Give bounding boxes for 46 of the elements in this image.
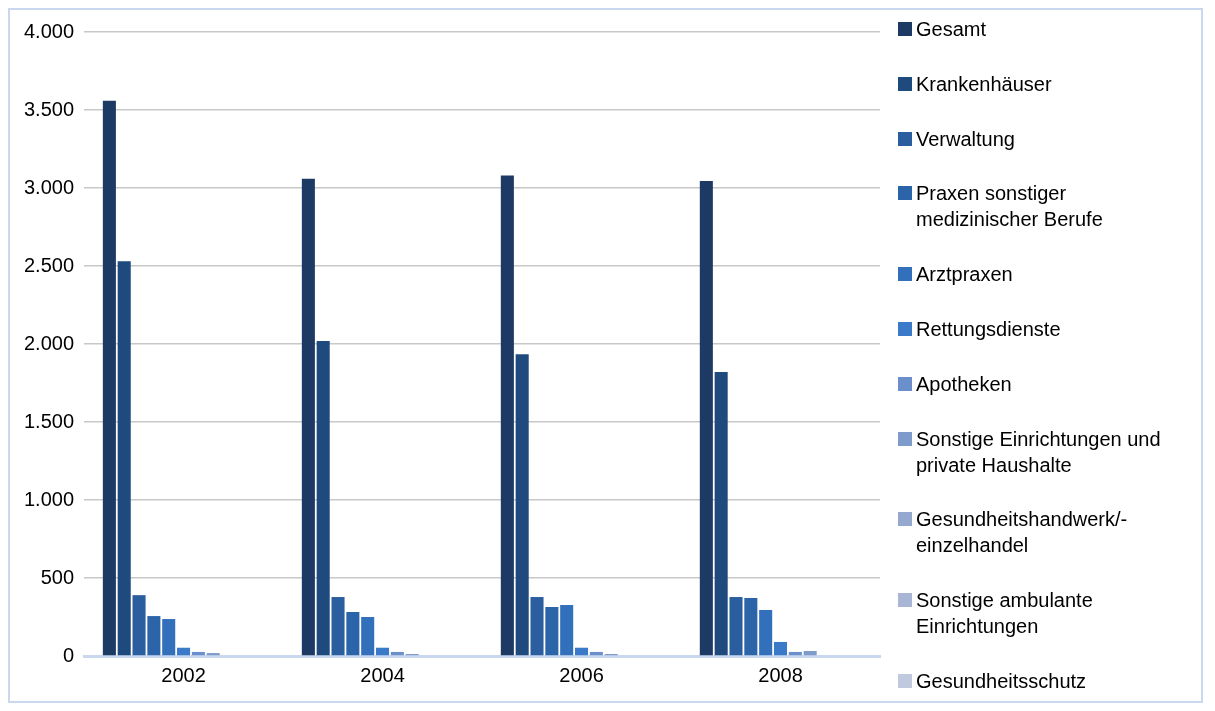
bar — [589, 651, 603, 656]
y-tick-label: 3.500 — [23, 97, 75, 120]
legend-label: Sonstige Einrichtungen und private Haushalte — [916, 426, 1162, 478]
bar — [390, 651, 404, 656]
bar — [803, 651, 817, 656]
y-tick-label: 2.000 — [23, 331, 75, 354]
bar — [699, 180, 713, 656]
legend-label: Krankenhäuser — [916, 71, 1052, 97]
bar — [574, 647, 589, 656]
bar — [560, 604, 574, 656]
bar — [788, 651, 802, 656]
legend-label: Gesamt — [916, 17, 987, 42]
y-tick-label: 2.500 — [23, 253, 75, 276]
y-tick-label: 1.000 — [23, 487, 75, 510]
bar — [773, 641, 788, 656]
bar — [191, 651, 205, 656]
x-tick-label: 2006 — [559, 663, 604, 686]
legend-label: Apotheken — [916, 371, 1012, 397]
x-tick-label: 2002 — [161, 663, 206, 686]
bar — [376, 647, 390, 656]
bar — [361, 617, 375, 656]
bar — [515, 354, 529, 656]
legend-label: Arztpraxen — [916, 262, 1013, 288]
legend-label: Gesundheitsschutz — [916, 668, 1087, 694]
bar — [316, 340, 330, 656]
bar — [714, 372, 728, 656]
legend-label: Praxen sonstiger medizinischer Berufe — [916, 181, 1104, 233]
x-tick-label: 2008 — [758, 663, 803, 686]
y-tick-label: 3.000 — [23, 175, 75, 198]
bar — [206, 653, 220, 656]
legend-label: Rettungsdienste — [916, 317, 1061, 342]
bar — [117, 261, 131, 656]
legend-label: Gesundheitshandwerk/-einzelhandel — [916, 507, 1129, 559]
bar — [102, 100, 116, 656]
y-tick-label: 1.500 — [23, 409, 75, 432]
y-tick-label: 0 — [62, 643, 75, 666]
legend-label: Sonstige ambulante Einrichtungen — [916, 588, 1094, 640]
y-tick-label: 4.000 — [23, 19, 75, 42]
bar — [162, 619, 176, 656]
bar — [759, 609, 773, 656]
legend-label: Verwaltung — [916, 126, 1015, 152]
x-tick-label: 2004 — [360, 663, 405, 686]
bar — [500, 175, 514, 656]
y-tick-label: 500 — [40, 565, 75, 588]
bar — [301, 178, 315, 656]
bar — [177, 647, 191, 656]
